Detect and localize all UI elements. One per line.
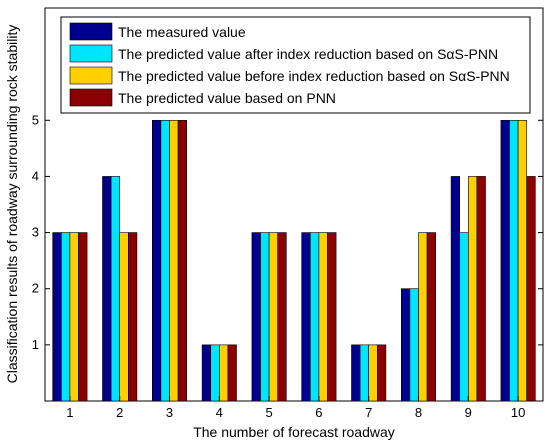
bar-series-2-roadway-8 <box>409 288 419 402</box>
bar-series-4-roadway-9 <box>476 176 486 402</box>
bar-series-2-roadway-2 <box>110 176 120 402</box>
x-tick-label: 2 <box>116 405 123 420</box>
bar-series-3-roadway-1 <box>69 232 79 402</box>
bar-series-2-roadway-7 <box>359 344 370 402</box>
x-ticks: 1 2 3 4 5 6 7 8 9 10 <box>66 396 525 420</box>
y-tick-label: 1 <box>32 337 39 352</box>
bar-series-4-roadway-7 <box>376 344 387 402</box>
legend: The measured value The predicted value af… <box>60 16 531 114</box>
bars-layer <box>52 119 536 402</box>
y-tick-label: 5 <box>32 112 39 127</box>
bar-series-3-roadway-6 <box>318 232 328 402</box>
bar-series-3-roadway-8 <box>418 232 428 402</box>
y-ticks: 1 2 3 4 5 <box>32 112 543 352</box>
bar-series-4-roadway-10 <box>526 176 536 402</box>
bar-series-1-roadway-8 <box>400 288 411 402</box>
bar-series-2-roadway-6 <box>309 232 320 402</box>
bar-series-4-roadway-6 <box>327 232 337 402</box>
bar-series-1-roadway-1 <box>52 232 62 402</box>
y-tick-label: 3 <box>32 225 39 240</box>
legend-label-2: The predicted value after index reductio… <box>118 46 498 62</box>
x-tick-label: 5 <box>265 405 272 420</box>
bar-series-1-roadway-3 <box>152 119 162 402</box>
legend-box <box>60 16 531 114</box>
legend-label-4: The predicted value based on PNN <box>118 90 336 106</box>
bar-series-1-roadway-10 <box>500 119 510 402</box>
bar-series-1-roadway-4 <box>201 344 212 402</box>
x-axis-label: The number of forecast roadway <box>193 424 395 440</box>
bar-series-2-roadway-10 <box>509 119 519 402</box>
legend-label-3: The predicted value before index reducti… <box>118 68 510 84</box>
x-tick-label: 4 <box>216 405 223 420</box>
bar-series-1-roadway-2 <box>102 176 112 402</box>
x-tick-label: 10 <box>511 405 525 420</box>
bar-series-4-roadway-4 <box>227 344 237 402</box>
x-tick-label: 7 <box>365 405 372 420</box>
bar-series-1-roadway-5 <box>251 232 261 402</box>
bar-series-4-roadway-1 <box>78 232 88 402</box>
bar-series-2-roadway-1 <box>60 232 71 402</box>
y-axis-label: Classification results of roadway surrou… <box>4 25 20 384</box>
x-tick-label: 3 <box>166 405 173 420</box>
bar-series-3-roadway-4 <box>219 344 229 402</box>
y-tick-label: 2 <box>32 281 39 296</box>
bar-series-4-roadway-5 <box>277 232 287 402</box>
bar-series-3-roadway-5 <box>268 232 279 402</box>
x-tick-label: 9 <box>465 405 472 420</box>
bar-series-1-roadway-6 <box>301 232 311 402</box>
bar-series-1-roadway-9 <box>450 176 461 402</box>
legend-swatch-1 <box>69 22 113 41</box>
bar-series-4-roadway-8 <box>426 232 437 402</box>
legend-swatch-4 <box>69 88 113 107</box>
bar-series-4-roadway-3 <box>177 119 188 402</box>
bar-series-2-roadway-5 <box>260 232 270 402</box>
legend-swatch-3 <box>69 66 113 85</box>
bar-series-3-roadway-2 <box>119 232 129 402</box>
bar-series-2-roadway-4 <box>210 344 220 402</box>
bar-series-4-roadway-2 <box>128 232 138 402</box>
bar-series-3-roadway-3 <box>169 119 179 402</box>
bar-series-2-roadway-3 <box>160 119 170 402</box>
bar-series-3-roadway-10 <box>517 119 527 402</box>
bar-series-3-roadway-7 <box>368 344 378 402</box>
bar-series-3-roadway-9 <box>467 176 478 402</box>
x-tick-label: 8 <box>415 405 422 420</box>
legend-label-1: The measured value <box>118 24 246 40</box>
bar-series-2-roadway-9 <box>459 232 469 402</box>
x-tick-label: 6 <box>315 405 322 420</box>
legend-swatch-2 <box>69 44 113 63</box>
y-tick-label: 4 <box>32 168 39 183</box>
x-tick-label: 1 <box>66 405 73 420</box>
bar-series-1-roadway-7 <box>351 344 361 402</box>
